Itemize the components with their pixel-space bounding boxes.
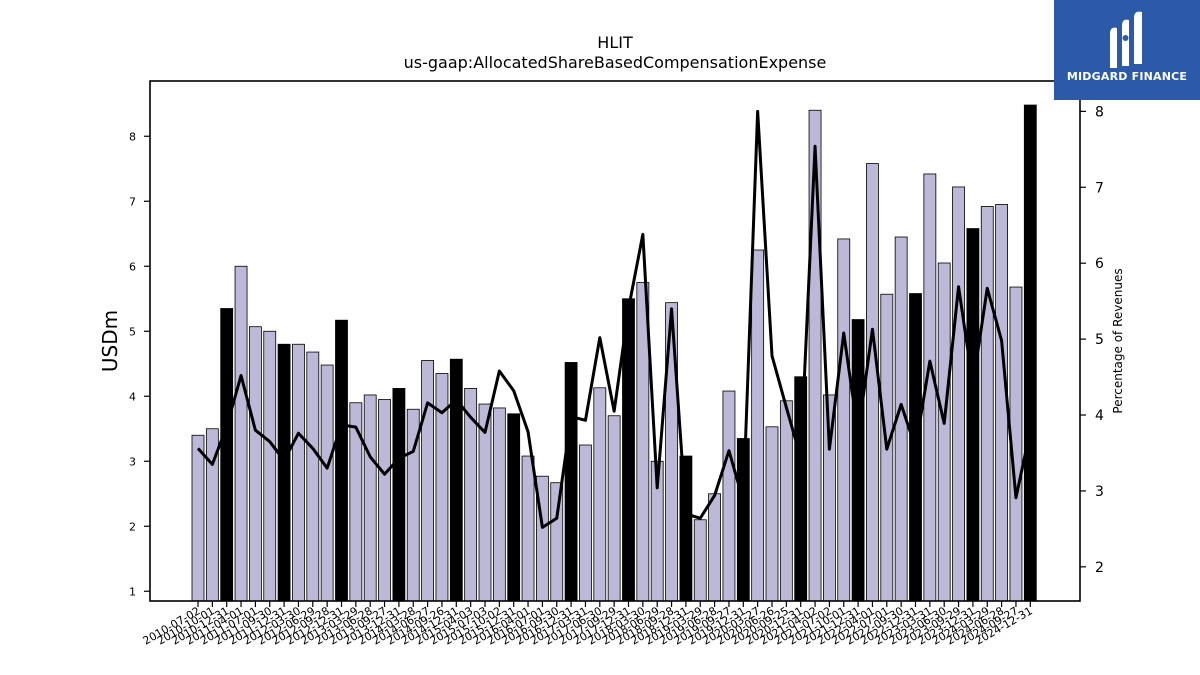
bar-2020-03-27: [751, 249, 765, 602]
chart-subtitle: us-gaap:AllocatedShareBasedCompensationE…: [404, 53, 827, 72]
y-tick-label: 6: [129, 260, 136, 273]
bar-2012-12-31: [335, 319, 348, 602]
bar-2014-12-31: [449, 358, 463, 602]
percentage-of-revenues-line: [196, 109, 1032, 529]
bar-2015-12-31: [507, 413, 521, 602]
y-axis-label: USDm: [98, 310, 122, 372]
bar-2016-09-30: [550, 482, 564, 602]
bar-2014-06-27: [421, 360, 435, 602]
y2-tick-label: 2: [1095, 560, 1104, 576]
bar-2023-12-31: [966, 228, 980, 602]
bar-2019-09-27: [722, 390, 736, 602]
bar-2023-06-30: [937, 262, 951, 602]
y2-tick-label: 8: [1095, 104, 1104, 120]
y2-tick-label: 6: [1095, 256, 1104, 272]
bar-2017-06-30: [593, 387, 607, 602]
y2-tick-label: 5: [1095, 332, 1104, 348]
bar-2012-06-29: [306, 351, 320, 602]
bar-2011-04-01: [234, 265, 248, 602]
bar-2019-03-29: [693, 519, 707, 602]
brand-name: MIDGARD FINANCE: [1066, 70, 1188, 83]
bar-2015-10-02: [492, 407, 506, 602]
bar-2023-09-29: [952, 186, 965, 602]
bar-2012-03-30: [292, 343, 305, 602]
bar-2022-04-01: [866, 163, 879, 602]
bar-2024-12-31: [1023, 104, 1037, 602]
y-tick-label: 3: [129, 455, 136, 468]
bar-2021-04-02: [808, 109, 822, 602]
y-tick-label: 5: [129, 325, 136, 338]
bar-2017-03-31: [579, 444, 592, 602]
bar-2011-09-30: [263, 330, 277, 602]
y-tick-label: 7: [129, 195, 136, 208]
bar-2012-09-28: [320, 364, 334, 602]
bar-2018-12-31: [679, 455, 693, 602]
bar-2020-09-25: [779, 400, 793, 602]
y-tick-label: 1: [129, 585, 136, 598]
bar-2021-12-31: [851, 319, 865, 602]
bar-2021-10-01: [837, 238, 851, 602]
y2-tick-label: 3: [1095, 484, 1104, 500]
y2-axis-label: Percentage of Revenues: [1111, 268, 1125, 413]
y-tick-label: 8: [129, 130, 136, 143]
bar-2020-12-31: [794, 376, 808, 602]
bar-2019-06-28: [708, 493, 721, 602]
bar-2013-06-28: [363, 394, 377, 602]
bar-2010-07-02: [191, 434, 205, 602]
y2-tick-label: 7: [1095, 180, 1104, 196]
bar-2017-09-29: [607, 415, 621, 602]
bar-2020-06-26: [765, 426, 779, 602]
y2-tick-label: 4: [1095, 408, 1104, 424]
bar-2010-12-31: [220, 308, 234, 602]
bar-2024-03-29: [980, 206, 994, 602]
y-axis-right: 2 3 4 5 6 7 8: [1080, 104, 1104, 576]
bar-2016-12-31: [564, 362, 578, 602]
bar-2011-07-01: [248, 326, 262, 602]
brand-logo: MIDGARD FINANCE: [1054, 0, 1200, 100]
bar-2016-04-01: [521, 455, 535, 602]
bar-2013-09-27: [378, 399, 391, 602]
x-axis: 2010-07-022010-10-012010-12-312011-04-01…: [141, 601, 1035, 648]
y-tick-label: 2: [129, 520, 136, 533]
plot-frame: [149, 80, 1081, 602]
midgard-logo-icon: [1110, 11, 1142, 69]
y-tick-label: 4: [129, 390, 136, 403]
bars-group: [191, 104, 1037, 602]
chart-title: HLIT: [597, 33, 633, 52]
bar-2011-12-31: [277, 343, 291, 602]
y-axis-left: 1 2 3 4 5 6 7 8: [129, 130, 150, 598]
bar-2013-12-31: [392, 388, 406, 602]
